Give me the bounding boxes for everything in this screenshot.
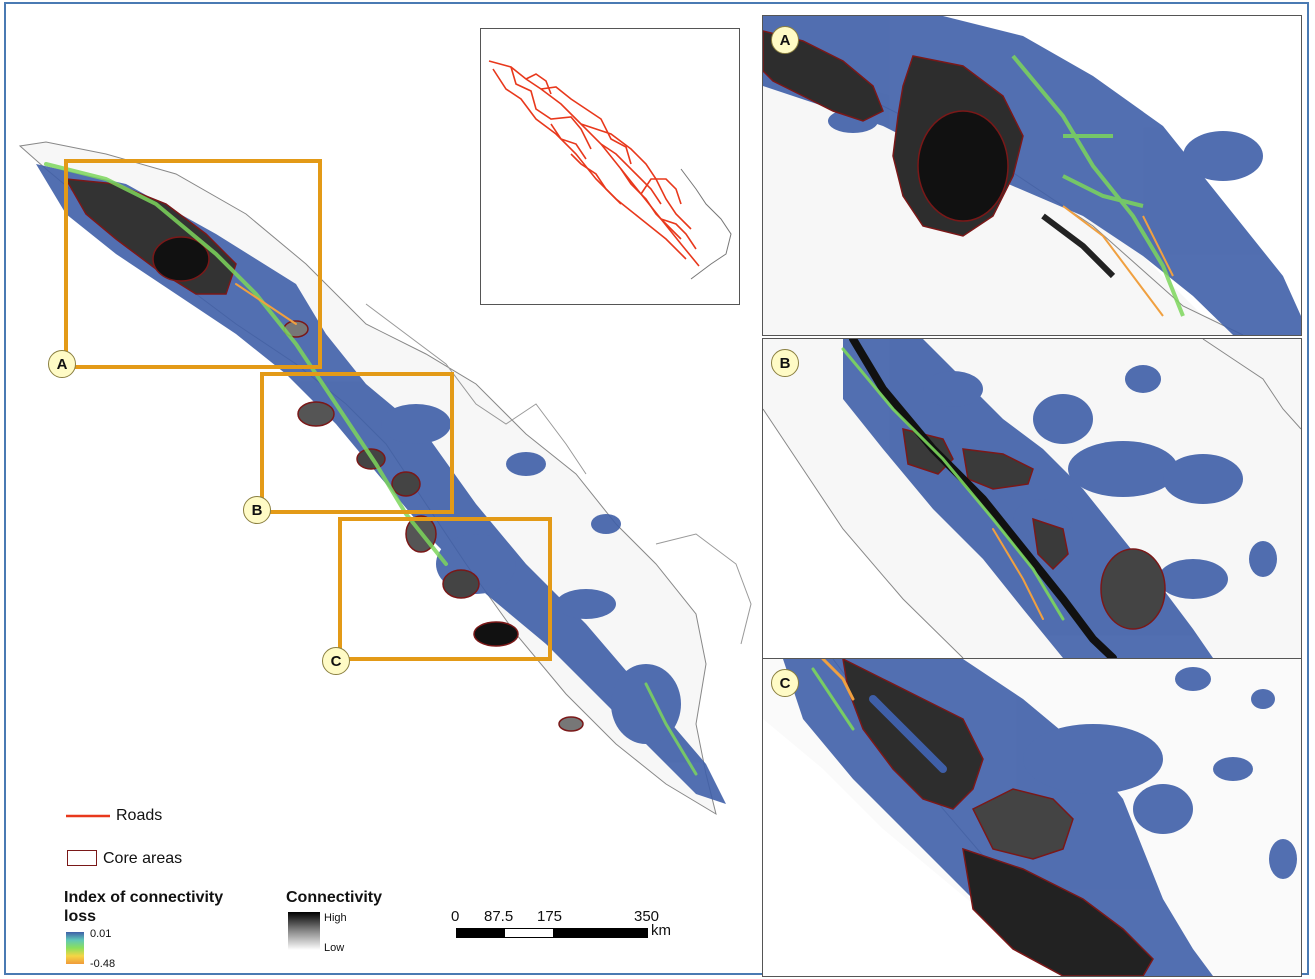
legend-connectivity-ramp [288,912,320,950]
legend-connectivity-title: Connectivity [286,889,383,906]
legend-core-label: Core areas [103,850,183,867]
zoom-panel-a: A [762,15,1302,336]
scale-bar [456,928,648,938]
extent-box-a [64,159,322,369]
extent-box-b [260,372,454,514]
roads-inset-map [480,28,740,305]
marker-c-zoom: C [771,669,799,697]
marker-b: B [243,496,271,524]
zoom-panel-c: C [762,658,1302,977]
scale-tick-2: 175 [537,908,563,925]
legend-index-title: Index of connectivity loss [64,889,224,925]
corridors [36,164,726,804]
extent-box-c [338,517,552,661]
scale-tick-3: 350 [634,908,660,925]
inset-coastline [680,168,732,280]
marker-c: C [322,647,350,675]
scale-tick-1: 87.5 [484,908,514,925]
scale-tick-0: 0 [451,908,460,925]
zoom-map-c [763,659,1301,976]
legend-index-min: -0.48 [90,958,116,970]
extent-boxes [64,159,552,661]
main-map [18,141,752,816]
marker-a: A [48,350,76,378]
legend-index-max: 0.01 [90,928,112,940]
legend-index-ramp [66,932,84,964]
map-frame: A [4,2,1309,977]
marker-b-zoom: B [771,349,799,377]
connectivity-loss [44,162,698,776]
legend-connectivity-high: High [324,912,347,924]
zoom-map-b [763,339,1301,658]
legend-roads-label: Roads [116,807,163,824]
java-outline [655,533,752,645]
zoom-panel-b: B [762,338,1302,659]
scale-unit: km [651,922,671,939]
legend-core-symbol [67,850,97,866]
legend-road-symbol [66,814,110,818]
marker-a-zoom: A [771,26,799,54]
zoom-map-a [763,16,1301,335]
legend-connectivity-low: Low [324,942,345,954]
roads-network [488,60,732,280]
peninsula-outline [365,303,587,475]
